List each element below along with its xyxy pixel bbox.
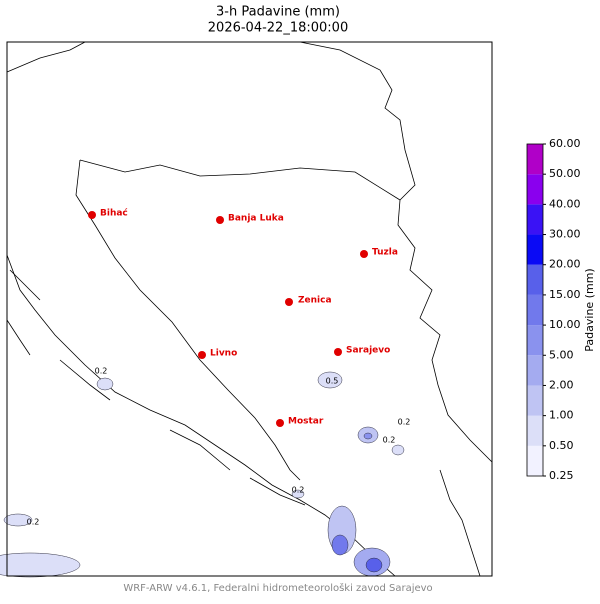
city-marker (276, 419, 284, 427)
colorbar-tick-label: 0.25 (549, 469, 574, 482)
contour-labels: 0.2 0.5 0.2 0.2 0.2 0.2 (27, 367, 411, 527)
contour-label: 0.2 (27, 518, 40, 527)
colorbar-band (527, 264, 543, 295)
cities: Bihać Banja Luka Tuzla Zenica Livno Sara… (88, 208, 398, 427)
title: 3-h Padavine (mm) (216, 5, 340, 20)
colorbar-tick-label: 0.50 (549, 439, 574, 452)
colorbar-band (527, 385, 543, 416)
city-label: Zenica (298, 296, 332, 306)
contour-label: 0.2 (383, 436, 396, 445)
city-marker (285, 298, 293, 306)
subtitle: 2026-04-22_18:00:00 (208, 21, 348, 36)
colorbar-band (527, 204, 543, 235)
map-frame (6, 41, 493, 577)
city-label: Mostar (288, 417, 324, 427)
precipitation (0, 371, 405, 578)
city-label: Tuzla (372, 248, 398, 258)
islands (6, 269, 306, 506)
colorbar-tick-label: 1.00 (549, 409, 574, 422)
city-marker (216, 216, 224, 224)
colorbar-tick-label: 20.00 (549, 258, 581, 271)
colorbar-frame (526, 143, 544, 477)
contour-label: 0.2 (398, 418, 411, 427)
map (6, 41, 493, 577)
northern-border (6, 41, 416, 201)
city-label: Livno (210, 349, 237, 359)
colorbar-band (527, 174, 543, 205)
colorbar-tick-label: 40.00 (549, 197, 581, 210)
colorbar-band (527, 144, 543, 175)
colorbar-tick-label: 60.00 (549, 137, 581, 150)
colorbar-band (527, 445, 543, 476)
colorbar-band (527, 415, 543, 446)
east-border (439, 469, 481, 577)
colorbar-label: Padavine (mm) (583, 268, 596, 351)
city-label: Banja Luka (228, 214, 284, 224)
city-marker (360, 250, 368, 258)
colorbar-tick-label: 15.00 (549, 288, 581, 301)
city-marker (334, 348, 342, 356)
colorbar-band (527, 294, 543, 326)
contour-label: 0.2 (292, 486, 305, 495)
city-marker (198, 351, 206, 359)
colorbar-band (527, 325, 543, 356)
colorbar-tick-label: 5.00 (549, 348, 574, 361)
colorbar-tick-label: 50.00 (549, 167, 581, 180)
city-label: Sarajevo (346, 346, 390, 356)
contour-label: 0.5 (326, 377, 339, 386)
city-marker (88, 211, 96, 219)
colorbar-tick-label: 2.00 (549, 378, 574, 391)
colorbar: 0.25 0.50 1.00 2.00 5.00 10.00 15.00 20.00 30.00… (526, 137, 581, 482)
city-label: Bihać (100, 208, 128, 219)
colorbar-tick-label: 30.00 (549, 228, 581, 241)
colorbar-band (527, 234, 543, 265)
contour-label: 0.2 (95, 367, 108, 376)
colorbar-band (527, 355, 543, 386)
colorbar-tick-label: 10.00 (549, 318, 581, 331)
footer: WRF-ARW v4.6.1, Federalni hidrometeorolo… (123, 582, 432, 594)
bih-border (75, 159, 493, 481)
